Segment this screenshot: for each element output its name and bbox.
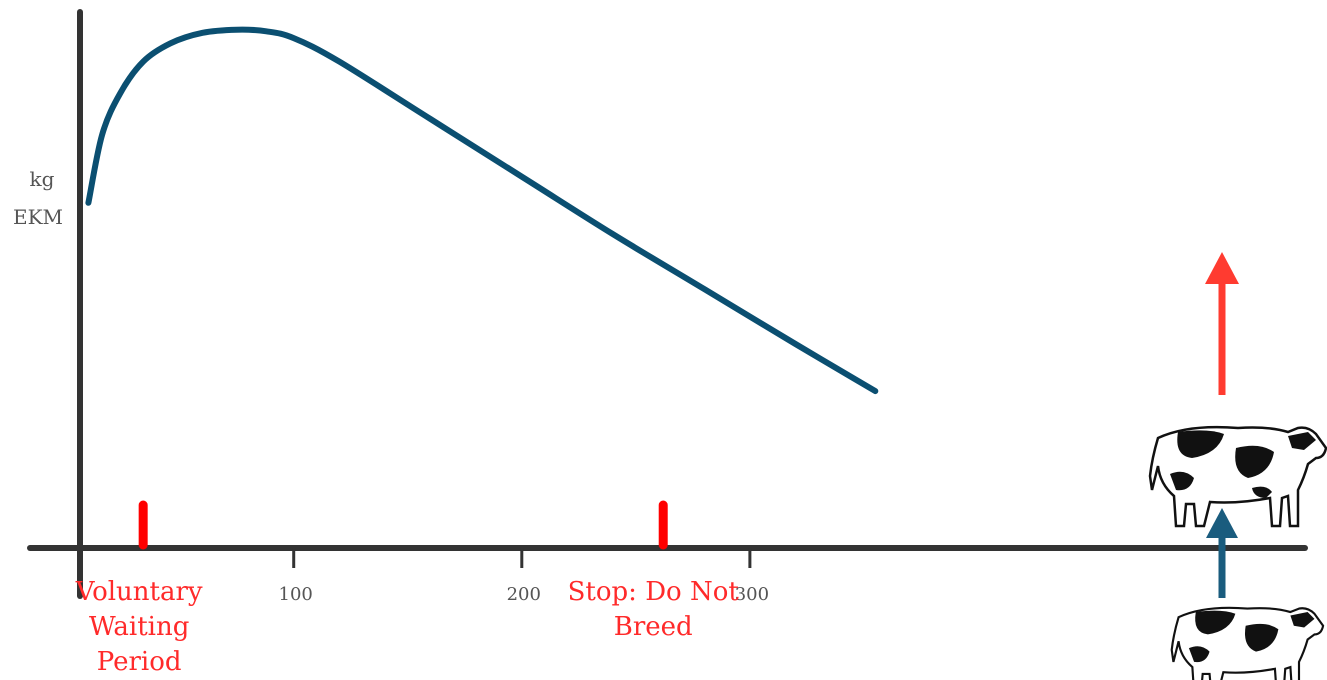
- arrow-up-blue-icon: [1206, 508, 1238, 598]
- series-line-lactation-curve: [85, 26, 879, 395]
- x-tick-label: 100: [279, 584, 313, 605]
- holstein-cow-icon-top: [1148, 425, 1327, 528]
- y-axis-label-line-2: EKM: [13, 205, 63, 229]
- y-axis-label-line-1: kg: [30, 167, 55, 191]
- x-tick-label: 300: [735, 584, 769, 605]
- axes: [27, 9, 1308, 599]
- arrow-up-blue-head: [1206, 508, 1238, 538]
- holstein-cow-icon: [1148, 425, 1327, 528]
- cow-illustration: [1148, 252, 1327, 680]
- holstein-cow-icon-bottom: [1170, 606, 1325, 680]
- marker-label-line: Voluntary: [75, 577, 203, 607]
- marker-label-line: Period: [97, 647, 182, 677]
- arrow-up-red-icon: [1205, 252, 1239, 395]
- marker-label-line: Waiting: [89, 612, 189, 642]
- x-axis-ticks: 100 200 300: [279, 548, 769, 605]
- markers-layer: Voluntary Waiting Period Stop: Do Not Breed: [75, 500, 740, 677]
- arrow-up-red-head: [1205, 252, 1239, 284]
- series-layer: [85, 26, 879, 395]
- holstein-cow-icon: [1170, 606, 1325, 680]
- marker-label-line: Breed: [614, 612, 693, 642]
- marker-label-line: Stop: Do Not: [568, 577, 740, 607]
- x-tick-label: 200: [507, 584, 541, 605]
- y-axis-label: kg EKM: [13, 167, 63, 229]
